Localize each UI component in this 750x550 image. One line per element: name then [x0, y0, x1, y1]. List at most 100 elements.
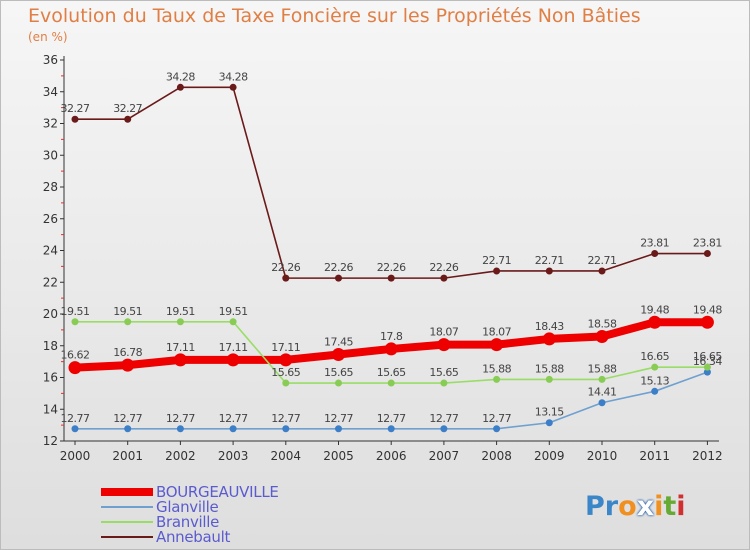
- data-label-branville: 15.88: [588, 362, 617, 375]
- logo-letter: x: [636, 491, 655, 522]
- y-tick-label: 30: [43, 148, 58, 162]
- data-label-bourgeauville: 17.11: [219, 341, 248, 354]
- data-label-branville: 15.88: [535, 362, 564, 375]
- logo-letter: i: [654, 491, 664, 522]
- data-label-bourgeauville: 19.48: [693, 303, 722, 316]
- data-point-branville: [176, 318, 184, 326]
- data-point-branville: [598, 375, 606, 383]
- x-tick-label: 2010: [587, 449, 618, 463]
- y-tick-label: 22: [43, 275, 58, 289]
- data-point-glanville: [545, 419, 553, 427]
- data-point-annebault: [71, 115, 79, 123]
- data-point-bourgeauville: [542, 332, 556, 346]
- data-point-glanville: [335, 425, 342, 433]
- x-tick-label: 2001: [112, 449, 143, 463]
- data-label-branville: 15.65: [271, 366, 300, 379]
- data-label-branville: 19.51: [113, 305, 142, 318]
- x-tick-label: 2009: [534, 449, 565, 463]
- data-point-branville: [335, 379, 342, 387]
- x-tick-label: 2008: [481, 449, 512, 463]
- y-tick-label: 14: [43, 402, 58, 416]
- data-label-annebault: 22.26: [324, 261, 353, 274]
- legend-label: Branville: [156, 513, 220, 531]
- data-label-annebault: 22.26: [377, 261, 406, 274]
- data-label-bourgeauville: 18.07: [429, 326, 458, 339]
- data-label-branville: 15.65: [377, 366, 406, 379]
- data-label-branville: 15.65: [429, 366, 458, 379]
- data-label-bourgeauville: 17.11: [271, 341, 300, 354]
- data-point-glanville: [176, 425, 184, 433]
- data-point-bourgeauville: [595, 330, 609, 344]
- data-point-branville: [71, 318, 79, 326]
- data-point-branville: [282, 379, 290, 387]
- data-label-bourgeauville: 18.43: [535, 320, 564, 333]
- data-point-annebault: [387, 274, 395, 282]
- data-label-glanville: 13.15: [535, 406, 564, 419]
- legend-swatch: [101, 536, 153, 538]
- y-tick-label: 28: [43, 180, 58, 194]
- data-point-bourgeauville: [226, 353, 240, 367]
- data-point-annebault: [124, 115, 132, 123]
- data-label-bourgeauville: 16.62: [61, 349, 90, 362]
- data-label-bourgeauville: 19.48: [640, 303, 669, 316]
- data-label-bourgeauville: 16.78: [113, 346, 142, 359]
- data-label-glanville: 12.77: [429, 412, 458, 425]
- data-point-branville: [229, 318, 237, 326]
- y-tick-label: 18: [43, 339, 58, 353]
- chart-title: Evolution du Taux de Taxe Foncière sur l…: [28, 5, 641, 27]
- x-tick-label: 2003: [218, 449, 249, 463]
- data-label-glanville: 15.13: [640, 374, 669, 387]
- data-point-annebault: [703, 250, 711, 258]
- unit-label: (en %): [28, 30, 68, 44]
- data-label-bourgeauville: 18.07: [482, 326, 511, 339]
- data-label-glanville: 12.77: [166, 412, 195, 425]
- x-tick-label: 2000: [60, 449, 91, 463]
- data-label-annebault: 22.71: [535, 254, 564, 267]
- data-label-glanville: 12.77: [271, 412, 300, 425]
- data-label-branville: 19.51: [61, 305, 90, 318]
- data-point-annebault: [282, 274, 290, 282]
- data-label-annebault: 23.81: [693, 237, 722, 250]
- series-line-annebault: [75, 86, 708, 279]
- y-tick-label: 24: [43, 244, 58, 258]
- data-point-annebault: [545, 267, 553, 275]
- data-point-branville: [493, 375, 501, 383]
- data-label-bourgeauville: 18.58: [588, 318, 617, 331]
- data-label-annebault: 22.26: [271, 261, 300, 274]
- data-point-glanville: [493, 425, 501, 433]
- data-point-bourgeauville: [700, 315, 714, 329]
- data-point-bourgeauville: [490, 338, 504, 352]
- data-point-glanville: [229, 425, 237, 433]
- data-label-annebault: 22.26: [429, 261, 458, 274]
- data-point-bourgeauville: [173, 353, 187, 367]
- data-point-branville: [440, 379, 448, 387]
- data-point-bourgeauville: [279, 353, 293, 367]
- data-label-annebault: 32.27: [113, 102, 142, 115]
- data-point-annebault: [651, 250, 659, 258]
- data-label-glanville: 12.77: [61, 412, 90, 425]
- data-label-annebault: 23.81: [640, 237, 669, 250]
- data-label-glanville: 12.77: [324, 412, 353, 425]
- x-tick-label: 2005: [323, 449, 354, 463]
- data-point-glanville: [282, 425, 290, 433]
- logo-letter: t: [663, 491, 677, 522]
- data-label-glanville: 16.34: [693, 355, 722, 368]
- y-tick-label: 16: [43, 371, 58, 385]
- data-label-branville: 16.65: [693, 350, 722, 363]
- data-point-branville: [703, 363, 711, 371]
- legend-swatch: [101, 506, 153, 508]
- x-tick-label: 2006: [376, 449, 407, 463]
- data-label-branville: 15.65: [324, 366, 353, 379]
- x-tick-label: 2012: [692, 449, 723, 463]
- data-point-glanville: [387, 425, 395, 433]
- data-point-branville: [651, 363, 659, 371]
- y-tick-label: 34: [43, 85, 58, 99]
- y-tick-label: 20: [43, 307, 58, 321]
- data-point-glanville: [124, 425, 132, 433]
- data-label-branville: 19.51: [219, 305, 248, 318]
- data-label-glanville: 12.77: [482, 412, 511, 425]
- x-tick-label: 2002: [165, 449, 196, 463]
- data-label-annebault: 22.71: [588, 254, 617, 267]
- data-point-bourgeauville: [121, 358, 135, 372]
